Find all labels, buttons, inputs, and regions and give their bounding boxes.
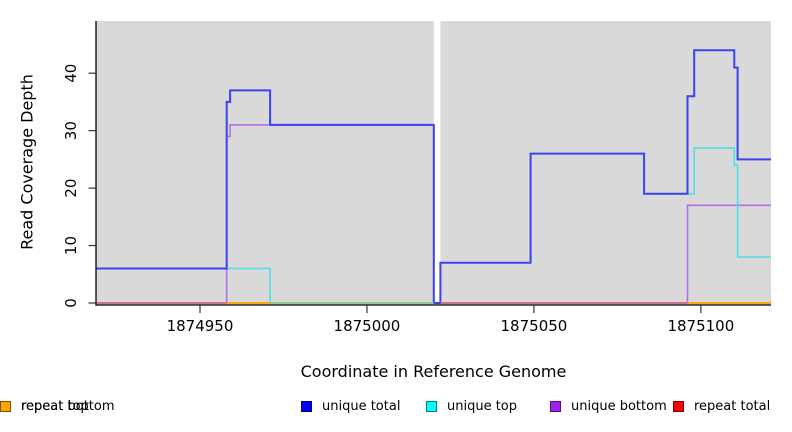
y-tick-label: 0: [62, 298, 80, 308]
legend-label: repeat bottom: [21, 399, 115, 414]
legend-label: repeat total: [694, 399, 771, 414]
y-tick-label: 40: [62, 64, 80, 83]
x-tick-label: 1875100: [667, 317, 734, 335]
unique-bottom-swatch-icon: [550, 401, 561, 412]
legend-item-unique-bottom: unique bottom: [550, 399, 667, 414]
y-tick-label: 10: [62, 236, 80, 255]
unique-total-swatch-icon: [301, 401, 312, 412]
legend-item-repeat-total: repeat total: [673, 399, 770, 414]
no-data-gap: [433, 21, 441, 305]
legend-item-unique-total: unique total: [301, 399, 400, 414]
legend-item-unique-top: unique top: [426, 399, 517, 414]
legend-item-repeat-bottom: repeat bottom: [0, 399, 115, 414]
repeat-bottom-swatch-icon: [0, 401, 11, 412]
y-tick-label: 20: [62, 179, 80, 198]
x-tick-label: 1875000: [334, 317, 401, 335]
legend-label: repeat top: [21, 399, 89, 414]
y-axis-label: Read Coverage Depth: [17, 74, 37, 250]
x-axis-label: Coordinate in Reference Genome: [300, 362, 567, 381]
legend-label: unique bottom: [571, 399, 667, 414]
series-line-unique-total: [96, 49, 771, 304]
unique-top-swatch-icon: [426, 401, 437, 412]
legend-label: unique top: [447, 399, 518, 414]
y-tick-label: 30: [62, 121, 80, 140]
legend-label: unique total: [322, 399, 401, 414]
x-tick-label: 1874950: [167, 317, 234, 335]
x-tick-label: 1875050: [501, 317, 568, 335]
repeat-total-swatch-icon: [673, 401, 684, 412]
